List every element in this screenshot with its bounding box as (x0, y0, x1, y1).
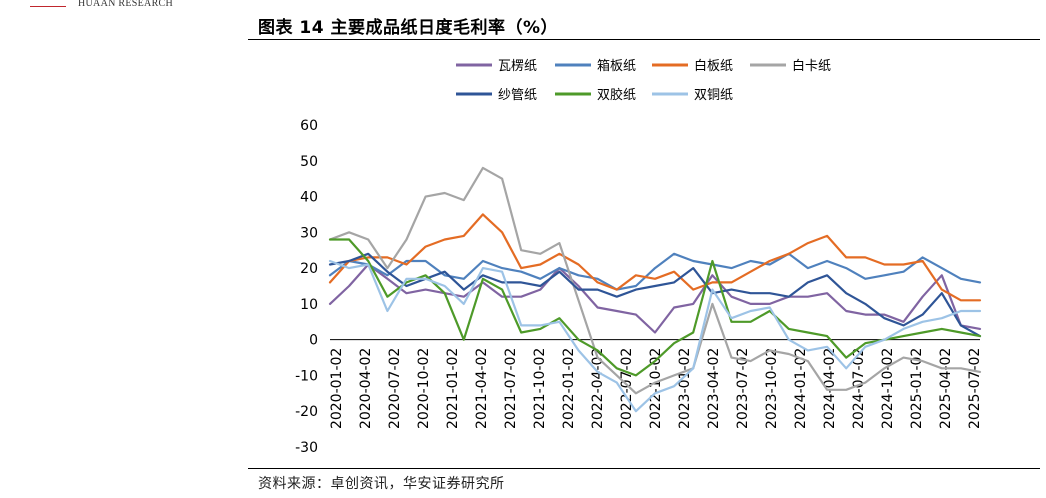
x-tick-label: 2023-07-02 (735, 348, 751, 429)
source-note: 资料来源：卓创资讯，华安证券研究所 (258, 476, 505, 492)
x-tick-label: 2020-07-02 (387, 348, 403, 429)
x-tick-label: 2021-01-02 (445, 348, 461, 429)
series-line (328, 213, 982, 302)
y-tick-label: -10 (295, 368, 318, 384)
brand-name: HUAAN RESEARCH (78, 0, 174, 9)
figure-title: 图表 14 主要成品纸日度毛利率（%） (258, 18, 559, 38)
source-rule (248, 468, 1040, 469)
x-tick-label: 2020-10-02 (416, 348, 432, 429)
x-tick-label: 2023-04-02 (706, 348, 722, 429)
x-tick-label: 2020-04-02 (358, 348, 374, 429)
x-tick-label: 2021-04-02 (474, 348, 490, 429)
legend-label: 白板纸 (694, 58, 733, 74)
y-tick-label: 40 (300, 190, 318, 206)
brand-accent-line (30, 6, 66, 7)
y-tick-label: -20 (295, 404, 318, 420)
y-tick-label: 0 (309, 333, 318, 349)
y-tick-label: 50 (300, 154, 318, 170)
y-tick-label: 10 (300, 297, 318, 313)
legend-label: 瓦楞纸 (498, 59, 537, 74)
legend-label: 双铜纸 (694, 88, 733, 103)
y-tick-label: 60 (300, 118, 318, 134)
x-tick-label: 2024-10-02 (880, 348, 896, 429)
x-tick-label: 2024-01-02 (793, 348, 809, 429)
legend-label: 纱管纸 (498, 88, 537, 103)
x-tick-label: 2025-07-02 (967, 348, 983, 429)
x-tick-label: 2022-04-02 (590, 348, 606, 429)
legend-label: 白卡纸 (792, 58, 831, 74)
y-tick-label: -30 (295, 440, 318, 456)
series-line (328, 259, 982, 413)
x-tick-label: 2025-04-02 (938, 348, 954, 429)
series-line (328, 238, 982, 377)
x-tick-label: 2022-01-02 (561, 348, 577, 429)
series-line (328, 252, 982, 338)
y-tick-label: 20 (300, 261, 318, 277)
x-tick-label: 2023-10-02 (764, 348, 780, 429)
legend-label: 箱板纸 (597, 58, 636, 74)
x-tick-label: 2024-04-02 (822, 348, 838, 429)
y-tick-label: 30 (300, 225, 318, 241)
series-line (328, 166, 982, 395)
chart-series (328, 166, 982, 413)
x-tick-label: 2023-01-02 (677, 348, 693, 429)
x-tick-label: 2021-10-02 (532, 348, 548, 429)
x-tick-label: 2020-01-02 (329, 348, 345, 429)
x-tick-label: 2025-01-02 (909, 348, 925, 429)
series-line (328, 252, 982, 291)
chart-axes: -30 -20 -10 0 10 20 30 40 50 60 2020-01-02 2020-04-… (295, 118, 983, 456)
x-tick-label: 2021-07-02 (503, 348, 519, 429)
title-rule (248, 39, 1040, 40)
series-line (328, 263, 982, 334)
x-tick-label: 2024-07-02 (851, 348, 867, 429)
x-tick-label: 2022-07-02 (619, 348, 635, 429)
legend-label: 双胶纸 (597, 87, 636, 103)
x-tick-label: 2022-10-02 (648, 348, 664, 429)
